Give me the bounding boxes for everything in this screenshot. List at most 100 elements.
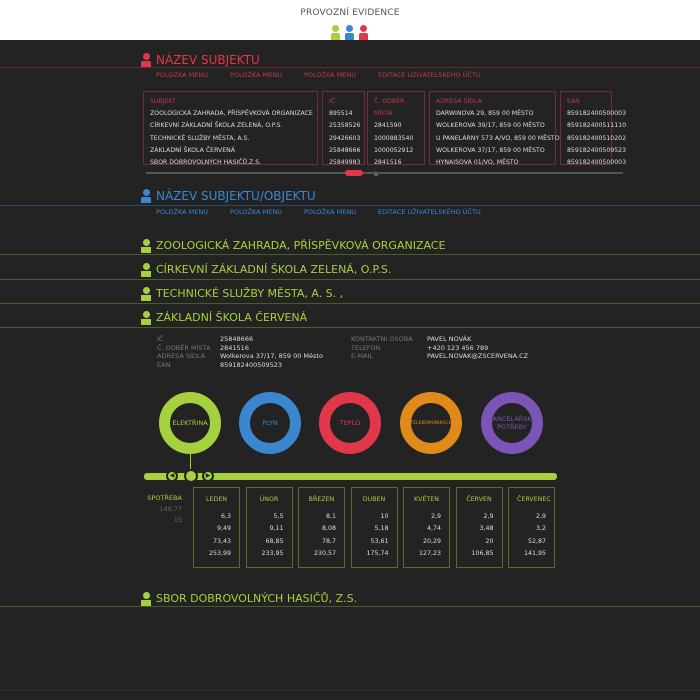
column-header: EAN [567,98,580,105]
person-red-icon [359,25,368,40]
menu-item[interactable]: POLOŽKA MENU [304,208,356,216]
category-label: KANCELÁŘSKÉ POTŘEBY [488,415,536,431]
month-value: 106,85 [471,550,494,557]
item-title[interactable]: CÍRKEVNÍ ZÁKLADNÍ ŠKOLA ZELENÁ, O.P.S. [156,263,392,276]
month-value: 127,23 [418,550,441,557]
table-cell[interactable]: 2841516 [374,159,402,167]
category-kancelářské-potřeby[interactable]: KANCELÁŘSKÉ POTŘEBY [481,392,543,454]
divider [0,327,700,328]
month-value: 10 [380,512,389,520]
month-value: 73,43 [212,537,231,545]
month-header: ČERVEN [466,496,492,503]
item-title[interactable]: SBOR DOBROVOLNÝCH HASIČŮ, Z.S. [156,592,358,605]
subject-title: NÁZEV SUBJEKTU [156,53,260,67]
item-title[interactable]: TECHNICKÉ SLUŽBY MĚSTA, A. S. , [156,287,344,300]
item-title[interactable]: ZÁKLADNÍ ŠKOLA ČERVENÁ [156,311,308,324]
detail-labels-right: KONTAKTNÍ OSOBA TELEFON E-MAIL [351,335,413,361]
month-header: LEDEN [205,496,228,503]
table-column: Č. ODBĚR. MÍSTA 2841590 1000883540 10000529… [367,91,425,178]
consumption-label: SPOTŘEBA [147,494,182,502]
table-cell[interactable]: U PANELÁRNY 573 A/VO, 859 00 MĚSTO [436,134,560,142]
value: Wolkerova 37/17, 859 00 Město [220,352,323,360]
category-teplo[interactable]: TEPLO [319,392,381,454]
table-cell[interactable]: 859182400500003 [567,159,627,167]
month-value: 3,2 [535,525,546,532]
table-cell[interactable]: 1000883540 [374,134,414,142]
month-value: 253,99 [208,550,231,557]
table-cell[interactable]: DARWINOVA 29, 859 00 MĚSTO [436,110,534,118]
month-value: 78,7 [321,537,336,545]
table-cell[interactable]: HYNAISOVA 01/VO, MĚSTO [436,159,519,167]
month-value: 9,49 [216,525,231,532]
table-column: IČ 895514 25358526 29426603 25848666 25849983 [322,91,365,166]
table-cell[interactable]: CÍRKEVNÍ ZÁKLADNÍ ŠKOLA ZELENÁ, O.P.S. [150,122,283,130]
table-cell[interactable]: 25848666 [329,146,361,154]
table-cell[interactable]: 859182400500003 [567,110,627,118]
table-cell[interactable]: WOLKEROVA 37/17, 859 00 MĚSTO [436,146,545,154]
person-green-icon [331,25,340,40]
table-cell[interactable]: 1000052912 [374,146,414,154]
table-cell[interactable]: 859182400509523 [567,146,627,154]
table-cell[interactable]: X [374,171,379,179]
menu-item-edit-account[interactable]: EDITACE UŽIVATELSKÉHO ÚČTU [378,71,481,79]
menu-item[interactable]: POLOŽKA MENU [230,208,282,216]
person-icon [141,189,151,203]
connector [190,454,191,476]
table-column: SUBJEKT ZOOLOGICKÁ ZAHRADA, PŘÍSPĚVKOVÁ O… [143,91,318,166]
category-label: TEPLO [339,419,361,427]
table-cell[interactable]: ZOOLOGICKÁ ZAHRADA, PŘÍSPĚVKOVÁ ORGANIZA… [150,110,313,118]
detail-values-right: PAVEL NOVÁK +420 123 456 789 PAVEL.NOVAK… [427,335,528,361]
month-value: 6,3 [220,512,231,520]
divider [0,254,700,255]
menu-item[interactable]: POLOŽKA MENU [156,208,208,216]
table-cell[interactable]: ZÁKLADNÍ ŠKOLA ČERVENÁ [150,146,236,154]
category-elektřina[interactable]: ELEKTŘINA [159,392,221,454]
menu-item-edit-account[interactable]: EDITACE UŽIVATELSKÉHO ÚČTU [378,208,481,216]
object-title: NÁZEV SUBJEKTU/OBJEKTU [156,189,316,203]
menu-item[interactable]: POLOŽKA MENU [304,71,356,79]
table-cell[interactable]: 859182400510202 [567,134,627,142]
consumption-sub: 15 [173,516,182,524]
month-header: KVĚTEN [414,496,439,503]
menu-item[interactable]: POLOŽKA MENU [230,71,282,79]
email-link[interactable]: PAVEL.NOVAK@ZSCERVENA.CZ [427,352,529,360]
next-arrow-icon[interactable]: ▶ [202,470,214,482]
person-icon [141,592,151,606]
horizontal-scrollbar[interactable] [146,172,623,174]
table-cell[interactable]: 859182400511110 [567,122,627,130]
month-column: KVĚTEN 2,9 4,74 20,29 127,23 [403,487,450,568]
table-cell[interactable]: 2841590 [374,122,402,130]
month-value: 175,74 [366,550,389,557]
prev-arrow-icon[interactable]: ◀ [166,470,178,482]
month-value: 2,9 [430,512,441,520]
consumption-labels: SPOTŘEBA 149,77 15 [140,493,182,526]
category-telekomunikace[interactable]: TELEKOMUNIKACE [400,392,462,454]
category-plyn[interactable]: PLYN [239,392,301,454]
month-column: BŘEZEN 8,1 8,08 78,7 230,57 [298,487,345,568]
table-cell[interactable]: 29426603 [329,134,361,142]
table-cell[interactable]: 25358526 [329,122,361,130]
month-header: DUBEN [362,496,386,503]
column-header: Č. ODBĚR. MÍSTA [374,98,407,118]
month-column: DUBEN 10 5,18 53,61 175,74 [350,487,398,568]
month-value: 4,74 [426,525,441,532]
timeline-bar[interactable] [144,473,557,480]
month-value: 3,48 [479,525,494,532]
divider [0,205,700,206]
table-cell[interactable]: SBOR DOBROVOLNÝCH HASIČŮ,Z.S. [150,159,262,167]
table-cell[interactable]: TECHNICKÉ SLUŽBY MĚSTA, A.S. [150,134,250,142]
item-title[interactable]: ZOOLOGICKÁ ZAHRADA, PŘÍSPĚVKOVÁ ORGANIZA… [156,239,446,252]
month-value: 20 [485,537,494,545]
divider [0,690,700,691]
month-value: 5,18 [374,525,389,532]
month-header: ÚNOR [259,496,279,503]
month-column: LEDEN 6,3 9,49 73,43 253,99 [193,487,240,568]
table-cell[interactable]: 895514 [329,110,353,118]
menu-item[interactable]: POLOŽKA MENU [156,71,208,79]
timeline-handle[interactable] [184,469,198,483]
value: 859182400509523 [220,360,283,369]
table-cell[interactable]: 25849983 [329,159,361,167]
table-cell[interactable]: WOLKEROVA 39/17, 859 00 MĚSTO [436,122,545,130]
detail-values-left: 25848666 2841516 Wolkerova 37/17, 859 00… [220,335,323,369]
scrollbar-thumb[interactable] [345,170,363,176]
